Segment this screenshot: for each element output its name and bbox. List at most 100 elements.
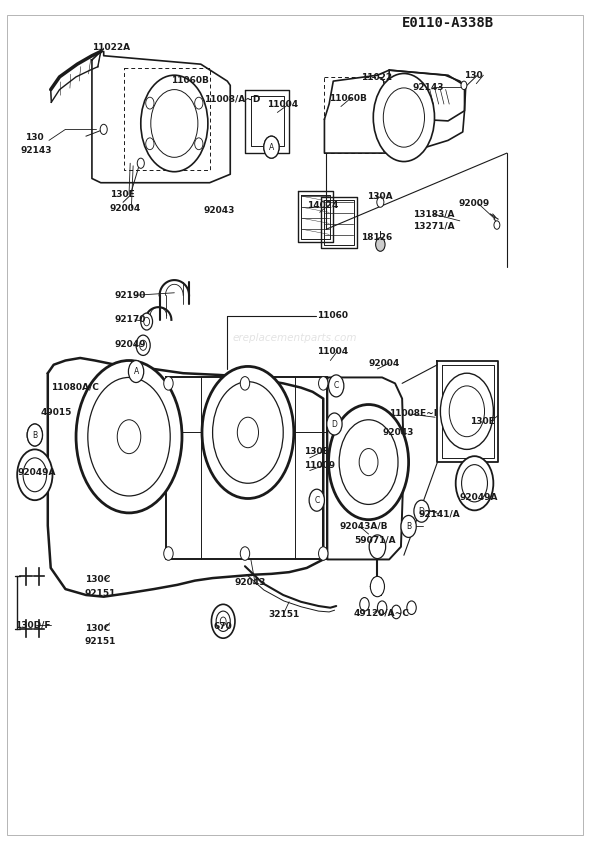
Circle shape [392,605,401,619]
Text: 130E: 130E [110,190,135,199]
Circle shape [264,137,279,159]
Circle shape [164,377,173,390]
Text: D: D [419,507,424,516]
Circle shape [146,138,154,150]
Circle shape [144,317,150,326]
Circle shape [327,413,342,435]
Text: 92049A: 92049A [17,468,55,477]
Circle shape [455,456,493,510]
Text: D: D [332,420,337,428]
Circle shape [319,547,328,561]
Text: 11060B: 11060B [171,75,209,85]
Text: 670: 670 [214,622,232,631]
Text: 130D/F: 130D/F [15,621,51,630]
Text: 49120/A~C: 49120/A~C [354,608,409,617]
Circle shape [449,386,484,437]
Circle shape [164,547,173,561]
Text: 92143: 92143 [413,82,444,92]
Text: 130A: 130A [367,192,392,201]
Circle shape [369,535,386,559]
Circle shape [141,313,153,330]
Circle shape [461,465,487,502]
Text: B: B [32,431,37,439]
Circle shape [216,611,230,632]
Circle shape [401,516,417,538]
Circle shape [151,90,198,158]
Circle shape [141,75,208,171]
Text: 14024: 14024 [307,201,339,210]
Circle shape [76,360,182,513]
Text: 92151: 92151 [85,589,116,598]
Text: 49015: 49015 [41,409,72,417]
Circle shape [195,98,203,109]
Circle shape [359,449,378,476]
Text: 92004: 92004 [369,359,400,367]
Circle shape [23,458,47,492]
Text: 130: 130 [464,70,483,80]
Circle shape [494,220,500,229]
Circle shape [100,125,107,135]
Circle shape [373,74,434,162]
Circle shape [212,382,283,483]
Text: 11004: 11004 [267,100,298,109]
Text: 92043: 92043 [382,428,414,437]
Circle shape [360,598,369,611]
Text: 130E: 130E [470,417,495,426]
Circle shape [27,424,42,446]
Circle shape [195,138,203,150]
Circle shape [237,417,258,448]
Text: A: A [269,142,274,152]
Text: 130C: 130C [85,575,110,584]
Circle shape [319,377,328,390]
Circle shape [461,81,467,90]
Circle shape [371,577,385,597]
Circle shape [378,601,387,615]
Circle shape [240,377,250,390]
Text: B: B [406,522,411,531]
Circle shape [414,500,429,522]
Circle shape [407,601,417,615]
Circle shape [136,335,150,355]
Text: ereplacementparts.com: ereplacementparts.com [232,332,358,343]
Text: 92049A: 92049A [460,494,499,502]
Circle shape [202,366,294,499]
Text: 13271/A: 13271/A [413,221,454,231]
Text: 11008/A~D: 11008/A~D [204,94,260,103]
Text: 11022A: 11022A [92,42,130,52]
Circle shape [140,340,147,350]
Text: 11022: 11022 [362,73,392,82]
Text: 92141/A: 92141/A [419,510,460,518]
Circle shape [339,420,398,505]
Text: 32151: 32151 [268,610,300,619]
Circle shape [17,449,53,500]
Circle shape [264,137,279,159]
Text: 92170: 92170 [114,315,146,325]
Text: 11008E~I: 11008E~I [389,410,437,418]
Text: 11004: 11004 [317,347,349,355]
Text: C: C [333,382,339,390]
Text: 92151: 92151 [85,637,116,646]
Circle shape [211,605,235,639]
Text: B: B [32,431,37,439]
Text: 11060: 11060 [317,311,348,321]
Circle shape [146,98,154,109]
Circle shape [137,159,145,168]
Circle shape [440,373,493,449]
Text: 92190: 92190 [114,291,146,300]
Circle shape [377,197,384,207]
Text: C: C [314,496,319,505]
Text: 11060B: 11060B [329,93,367,103]
Circle shape [129,360,144,382]
Circle shape [117,420,141,454]
Circle shape [329,375,344,397]
Text: 92143: 92143 [20,146,51,155]
Text: 130B: 130B [304,447,330,455]
Text: A: A [133,367,139,376]
Text: 59071/A: 59071/A [354,535,395,544]
Text: 130C: 130C [85,623,110,633]
Text: 92043: 92043 [235,577,266,587]
Text: 92043: 92043 [204,206,235,215]
Text: 18126: 18126 [361,233,392,243]
Text: 92049: 92049 [114,340,146,349]
Circle shape [329,404,409,520]
